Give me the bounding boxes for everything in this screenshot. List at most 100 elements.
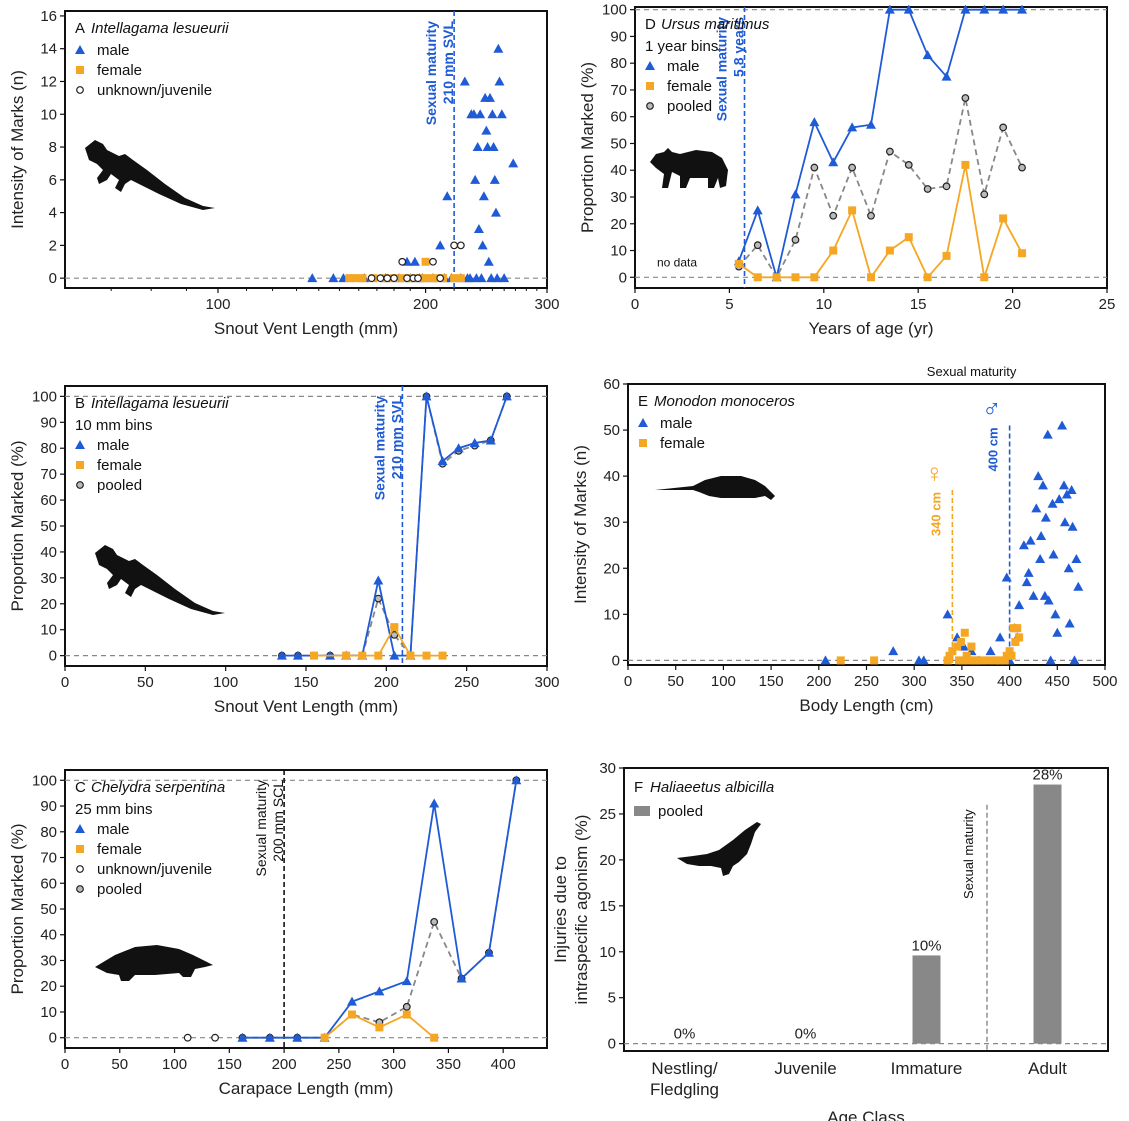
data-point-male — [1066, 484, 1077, 494]
data-point-female — [398, 274, 407, 283]
legend-marker-male — [75, 440, 85, 449]
data-point-female — [999, 214, 1008, 223]
data-point-male — [1063, 563, 1074, 573]
y-tick-label: 5 — [608, 990, 616, 1007]
data-point-pooled — [753, 241, 762, 250]
data-point-pooled — [961, 94, 970, 102]
x-tick-label: 350 — [949, 673, 974, 690]
data-point-male — [1028, 590, 1039, 600]
legend-label-female: female — [660, 435, 705, 452]
data-point-female — [870, 656, 879, 665]
data-point-male — [1036, 531, 1047, 541]
data-point-female — [1018, 249, 1027, 258]
legend-marker-pooled — [76, 481, 84, 489]
y-tick-label: 30 — [40, 952, 57, 969]
data-point-male — [1064, 618, 1075, 628]
data-point-male — [888, 646, 899, 656]
y-tick-label: 6 — [49, 172, 57, 189]
data-point-pooled — [1018, 163, 1026, 172]
data-point-female — [923, 273, 932, 282]
data-point-male — [473, 223, 484, 233]
legend-swatch-pooled — [634, 806, 650, 816]
panel-letter: C — [75, 779, 86, 796]
data-point-female — [829, 246, 838, 255]
y-tick-label: 100 — [32, 772, 57, 789]
data-point-female — [996, 656, 1005, 665]
data-point-male — [421, 391, 432, 401]
data-point-male — [478, 191, 489, 201]
data-point-female — [431, 274, 440, 283]
y-tick-label: 20 — [40, 978, 57, 995]
sexual-maturity-label: 210 mm SVL — [388, 396, 404, 480]
panel-subtitle: 10 mm bins — [75, 417, 153, 434]
data-point-male — [1025, 535, 1036, 545]
data-point-male — [453, 443, 464, 453]
x-tick-label: 200 — [413, 296, 438, 313]
data-point-male — [475, 109, 486, 119]
data-point-male — [958, 641, 969, 651]
male-maturity-label: 400 cm — [986, 427, 1001, 471]
panel-letter: F — [634, 779, 643, 796]
data-point-male — [1067, 521, 1078, 531]
legend-marker-male — [75, 824, 85, 833]
legend-label-pooled: pooled — [97, 881, 142, 898]
data-point-female — [943, 656, 952, 665]
sexual-maturity-label: Sexual maturity — [714, 17, 730, 121]
y-tick-label: 60 — [603, 376, 620, 393]
category-label: Adult — [1028, 1059, 1067, 1078]
data-point-male — [1059, 517, 1070, 527]
data-point-female — [350, 274, 359, 283]
data-point-female — [1013, 624, 1022, 633]
x-tick-label: 200 — [806, 673, 831, 690]
bar-immature — [912, 955, 941, 1044]
series-male — [307, 43, 519, 283]
data-point-female — [753, 273, 762, 282]
sexual-maturity-label: Sexual maturity — [961, 809, 976, 899]
data-point-pooled — [942, 182, 951, 191]
y-tick-label: 80 — [610, 55, 627, 72]
data-point-male — [511, 775, 522, 785]
species-name: Monodon monoceros — [654, 393, 795, 410]
legend-marker-female — [76, 461, 84, 469]
data-point-female — [1005, 647, 1014, 656]
data-point-female — [945, 651, 954, 660]
data-point-male — [941, 71, 952, 81]
x-tick-label: 250 — [326, 1056, 351, 1073]
data-point-male — [1031, 503, 1042, 513]
eagle-silhouette-icon — [677, 822, 761, 876]
species-name: Intellagama lesueurii — [91, 395, 229, 412]
data-point-male — [1033, 471, 1044, 481]
data-point-unknown-juvenile — [211, 1033, 219, 1042]
y-tick-label: 60 — [610, 109, 627, 126]
legend-marker-female — [639, 439, 647, 447]
data-point-male — [1039, 590, 1050, 600]
data-point-male — [389, 650, 400, 660]
narwhal-silhouette-icon — [655, 476, 775, 500]
data-point-male — [1042, 429, 1053, 439]
data-point-female — [1011, 637, 1020, 646]
data-point-female — [967, 642, 976, 651]
data-point-male — [1050, 609, 1061, 619]
data-point-female — [406, 651, 415, 660]
panel-f: 0 5 10 15 20 25 30 0% Nestling/Fledgling 0% Juveni… — [551, 760, 1109, 1121]
sexual-maturity-label: Sexual maturity — [371, 396, 387, 500]
data-point-pooled — [885, 147, 894, 156]
data-point-female — [734, 259, 743, 268]
x-tick-label: 100 — [205, 296, 230, 313]
category-label: Immature — [891, 1059, 963, 1078]
x-tick-label: 300 — [534, 296, 559, 313]
data-point-female — [948, 647, 957, 656]
series-line-male — [737, 8, 1023, 278]
data-point-male — [1073, 581, 1084, 591]
y-tick-label: 100 — [602, 2, 627, 19]
data-point-male — [995, 632, 1006, 642]
x-tick-label: 150 — [759, 673, 784, 690]
data-point-male — [1057, 420, 1068, 430]
data-point-female — [345, 274, 354, 283]
data-point-male — [477, 240, 488, 250]
y-axis-title: Injuries due to — [551, 856, 570, 963]
bar-value-label: 28% — [1032, 767, 1062, 784]
y-tick-label: 40 — [603, 468, 620, 485]
y-tick-label: 20 — [40, 596, 57, 613]
